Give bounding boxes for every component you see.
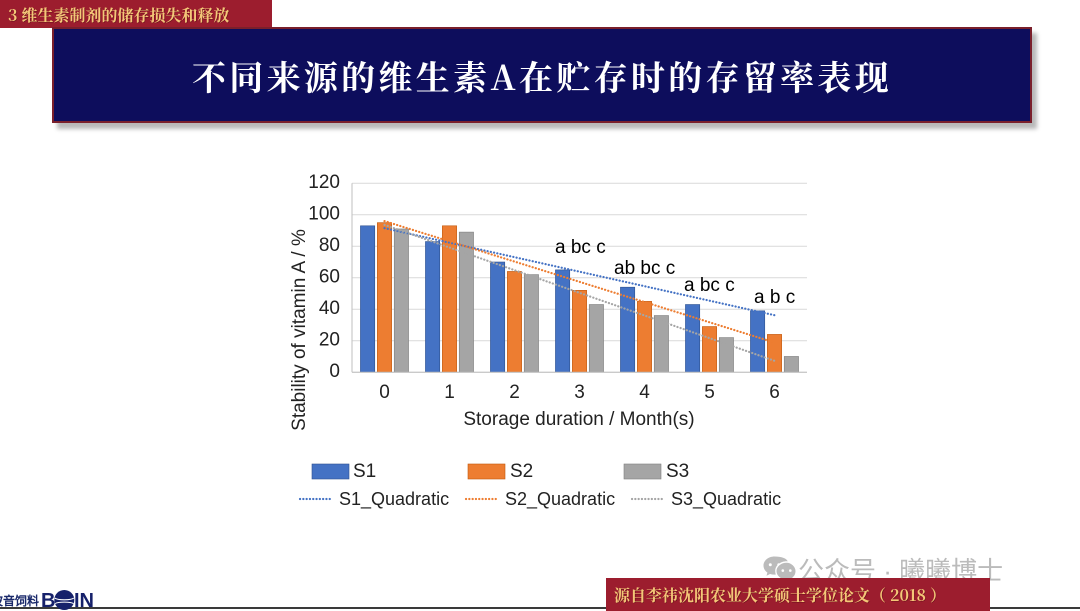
svg-text:a bc c: a bc c: [555, 237, 606, 258]
svg-text:2: 2: [509, 382, 520, 403]
svg-text:60: 60: [319, 267, 340, 288]
svg-text:5: 5: [704, 382, 715, 403]
svg-text:6: 6: [769, 382, 780, 403]
svg-text:100: 100: [308, 204, 340, 225]
svg-text:IN: IN: [74, 590, 94, 611]
svg-text:S2: S2: [510, 461, 533, 482]
svg-text:Stability of vitamin A / %: Stability of vitamin A / %: [289, 229, 310, 431]
svg-text:40: 40: [319, 298, 340, 319]
svg-text:3: 3: [574, 382, 585, 403]
svg-text:a bc c: a bc c: [684, 275, 735, 296]
svg-text:S1: S1: [353, 461, 376, 482]
svg-text:S1_Quadratic: S1_Quadratic: [339, 489, 449, 510]
svg-text:S2_Quadratic: S2_Quadratic: [505, 489, 615, 510]
svg-text:0: 0: [329, 361, 340, 382]
svg-text:a b c: a b c: [754, 287, 795, 308]
svg-text:80: 80: [319, 235, 340, 256]
svg-text:S3_Quadratic: S3_Quadratic: [671, 489, 781, 510]
svg-text:1: 1: [444, 382, 455, 403]
svg-text:4: 4: [639, 382, 650, 403]
svg-text:B: B: [41, 590, 55, 611]
svg-text:0: 0: [379, 382, 390, 403]
svg-text:S3: S3: [666, 461, 689, 482]
svg-text:20: 20: [319, 330, 340, 351]
svg-text:Storage duration / Month(s): Storage duration / Month(s): [463, 409, 694, 430]
svg-text:ab bc c: ab bc c: [614, 258, 675, 279]
svg-text:120: 120: [308, 172, 340, 193]
